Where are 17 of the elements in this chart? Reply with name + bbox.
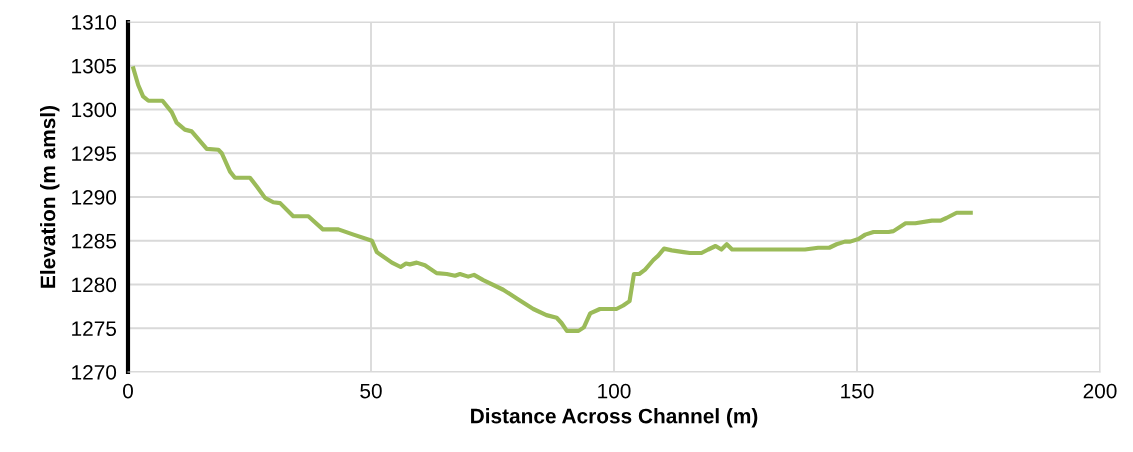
x-tick-label: 150 bbox=[841, 383, 874, 399]
x-tick-label: 200 bbox=[1083, 383, 1117, 399]
y-tick-label: 1295 bbox=[72, 146, 117, 161]
line-series bbox=[131, 66, 973, 333]
y-tick-label: 1300 bbox=[72, 102, 117, 118]
y-tick-label: 1290 bbox=[72, 190, 117, 205]
y-axis-title: Elevation (m amsl) bbox=[40, 105, 60, 288]
y-tick-label: 1285 bbox=[72, 233, 117, 249]
x-axis-title: Distance Across Channel (m) bbox=[471, 408, 758, 428]
y-tick-label: 1310 bbox=[72, 15, 117, 30]
y-tick-label: 1270 bbox=[72, 365, 117, 380]
x-tick-label: 50 bbox=[360, 383, 382, 399]
y-tick-label: 1280 bbox=[72, 277, 117, 293]
y-tick-label: 1305 bbox=[72, 58, 117, 74]
x-tick-label: 100 bbox=[598, 383, 631, 399]
x-tick-label: 0 bbox=[123, 383, 133, 399]
y-tick-label: 1275 bbox=[72, 321, 117, 336]
